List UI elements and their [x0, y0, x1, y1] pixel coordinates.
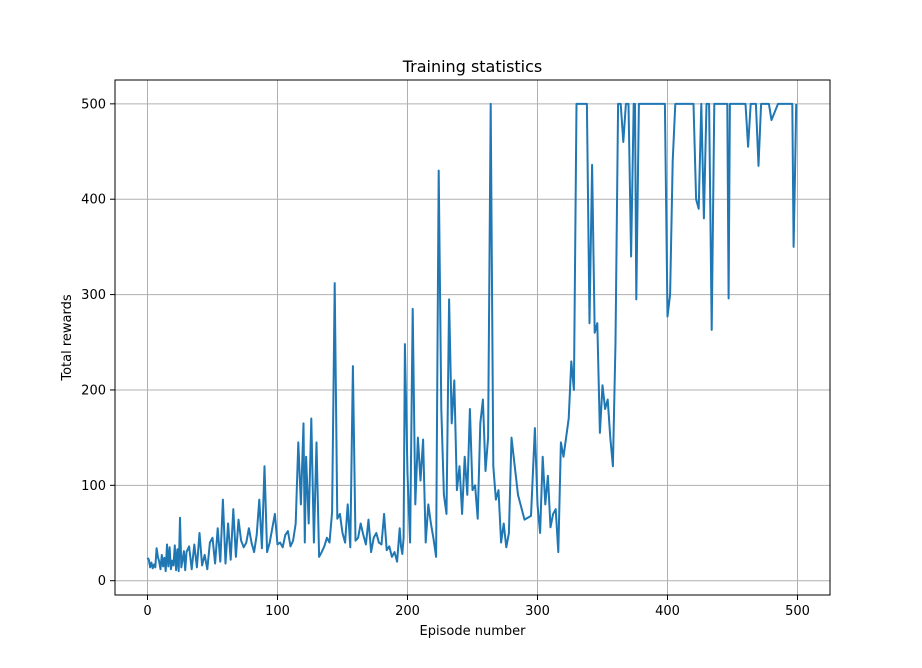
x-tick-label: 500: [785, 604, 810, 619]
x-tick-label: 100: [265, 604, 290, 619]
series-layer: [146, 102, 798, 573]
x-axis-label: Episode number: [420, 624, 527, 639]
x-tick-label: 0: [143, 604, 151, 619]
y-axis-label: Total rewards: [60, 294, 75, 382]
x-tick-label: 300: [525, 604, 550, 619]
y-tick-label: 200: [81, 383, 106, 398]
plot-frame: [114, 79, 831, 596]
y-tick-label: 300: [81, 288, 106, 303]
rewards-series-line: [146, 102, 798, 573]
y-tick-label: 100: [81, 479, 106, 494]
x-tick-label: 200: [395, 604, 420, 619]
y-tick-label: 400: [81, 193, 106, 208]
y-tick-label: 500: [81, 97, 106, 112]
x-tick-label: 400: [655, 604, 680, 619]
y-tick-label: 0: [98, 574, 106, 589]
chart-title: Training statistics: [402, 57, 543, 76]
axis-ticks: 0 100 200 300 400 500 0 100 200 300 400 500: [81, 97, 810, 619]
